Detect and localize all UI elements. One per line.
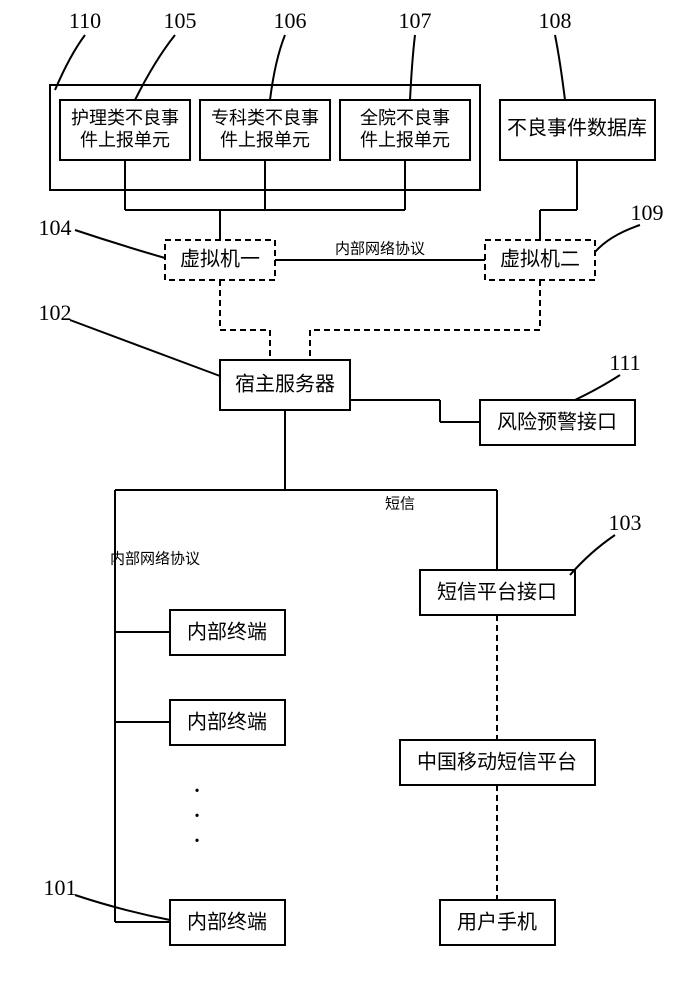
ref-102: 102 [39,300,72,325]
ref-108: 108 [539,8,572,33]
label-china-mobile: 中国移动短信平台 [417,751,577,774]
ref-104: 104 [39,215,72,240]
label-hospital-unit-2: 件上报单元 [360,130,450,150]
dashed-vm2-host [310,280,540,360]
label-nursing-unit-2: 件上报单元 [80,130,170,150]
box-risk: 风险预警接口 [480,400,635,445]
leader-109 [595,225,640,252]
label-vm2: 虚拟机二 [500,248,580,271]
ref-103: 103 [609,510,642,535]
label-terminal-3: 内部终端 [187,911,267,934]
label-vm1: 虚拟机一 [180,248,260,271]
box-vm2: 虚拟机二 [485,240,595,280]
label-terminal-2: 内部终端 [187,711,267,734]
ref-107: 107 [399,8,432,33]
label-database: 不良事件数据库 [507,117,647,140]
leader-106 [270,35,285,100]
ref-111: 111 [609,350,640,375]
leader-111 [575,375,620,400]
box-nursing-unit: 护理类不良事 件上报单元 [60,100,190,160]
leader-108 [555,35,565,100]
box-host: 宿主服务器 [220,360,350,410]
label-risk: 风险预警接口 [497,411,617,434]
box-vm1: 虚拟机一 [165,240,275,280]
ellipsis-3: · [192,826,207,857]
box-terminal-1: 内部终端 [170,610,285,655]
label-hospital-unit-1: 全院不良事 [360,108,450,128]
edge-label-term-protocol: 内部网络协议 [110,550,200,567]
leader-105 [135,35,175,100]
label-sms: 短信平台接口 [437,581,557,604]
system-diagram: 护理类不良事 件上报单元 专科类不良事 件上报单元 全院不良事 件上报单元 不良… [0,0,681,1000]
box-hospital-unit: 全院不良事 件上报单元 [340,100,470,160]
box-database: 不良事件数据库 [500,100,655,160]
box-specialty-unit: 专科类不良事 件上报单元 [200,100,330,160]
edge-label-vm-protocol: 内部网络协议 [335,240,425,257]
ref-109: 109 [631,200,664,225]
box-user-phone: 用户手机 [440,900,555,945]
label-terminal-1: 内部终端 [187,621,267,644]
label-host: 宿主服务器 [235,373,335,396]
leader-101 [75,895,170,920]
leader-103 [570,535,615,575]
ref-101: 101 [44,875,77,900]
box-terminal-3: 内部终端 [170,900,285,945]
leader-110 [55,35,85,90]
box-china-mobile: 中国移动短信平台 [400,740,595,785]
dashed-vm1-host [220,280,270,360]
edge-label-sms: 短信 [385,495,415,512]
box-terminal-2: 内部终端 [170,700,285,745]
leader-107 [410,35,415,100]
label-nursing-unit-1: 护理类不良事 [71,108,179,128]
box-sms: 短信平台接口 [420,570,575,615]
label-user-phone: 用户手机 [457,911,537,934]
ref-110: 110 [69,8,101,33]
ref-105: 105 [164,8,197,33]
leader-104 [75,230,165,258]
label-specialty-unit-1: 专科类不良事 [211,108,319,128]
label-specialty-unit-2: 件上报单元 [220,130,310,150]
ref-106: 106 [274,8,307,33]
leader-102 [70,320,220,376]
